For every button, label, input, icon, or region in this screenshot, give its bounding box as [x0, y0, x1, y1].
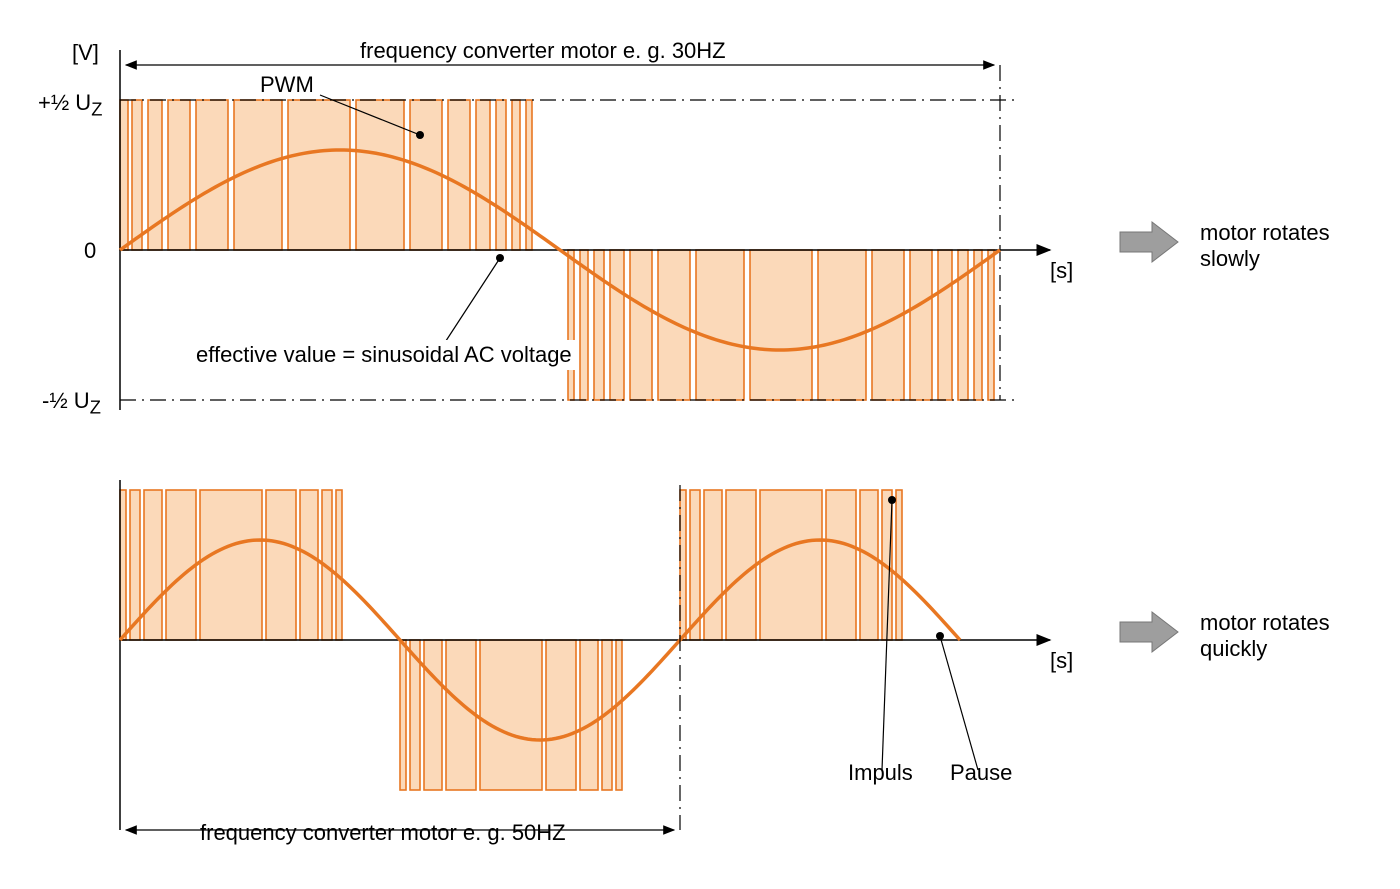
zero-label: 0: [84, 238, 96, 264]
effective-value-label: effective value = sinusoidal AC voltage: [190, 340, 578, 370]
motor-fast-line1: motor rotates: [1200, 610, 1330, 636]
impuls-label: Impuls: [848, 760, 913, 786]
y-axis-unit-label: [V]: [72, 40, 99, 66]
motor-slow-line2: slowly: [1200, 246, 1260, 272]
pause-label: Pause: [950, 760, 1012, 786]
title-top-label: frequency converter motor e. g. 30HZ: [360, 38, 726, 64]
motor-slow-line1: motor rotates: [1200, 220, 1330, 246]
pwm-label: PWM: [260, 72, 314, 98]
plus-half-uz-label: +½ UZ: [38, 90, 102, 120]
x-axis-unit-bottom: [s]: [1050, 648, 1073, 674]
diagram-svg: [20, 20, 1380, 869]
minus-half-uz-label: -½ UZ: [42, 388, 101, 418]
title-bottom-label: frequency converter motor e. g. 50HZ: [200, 820, 566, 846]
x-axis-unit-top: [s]: [1050, 258, 1073, 284]
pwm-diagram: [V] +½ UZ 0 -½ UZ frequency converter mo…: [20, 20, 1380, 869]
motor-fast-line2: quickly: [1200, 636, 1267, 662]
